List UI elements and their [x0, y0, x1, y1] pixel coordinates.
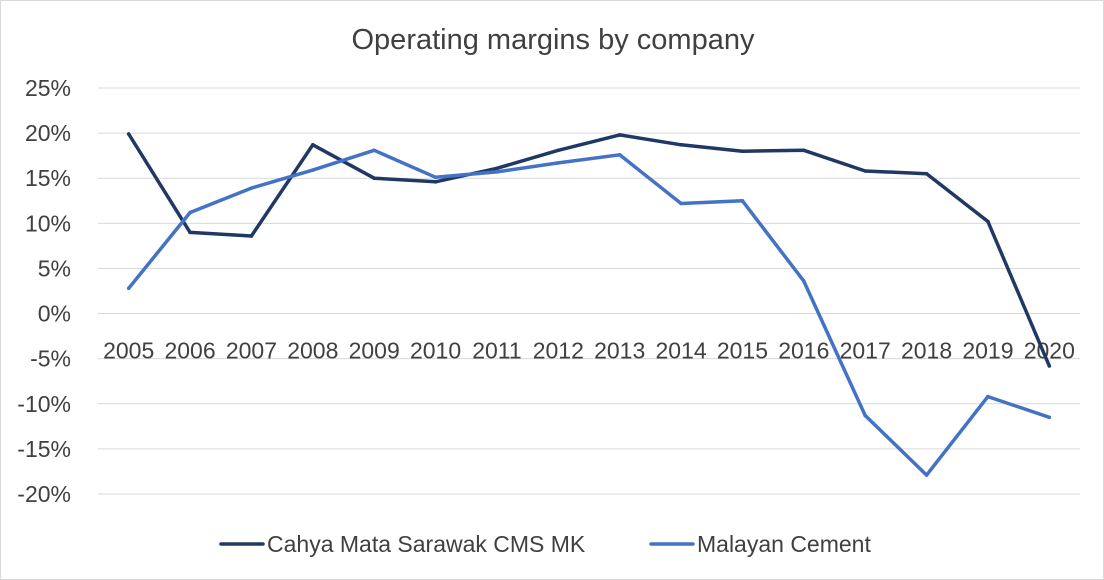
data-point: [679, 143, 683, 147]
x-axis-ticks: 2005 2006 2007 2008 2009 2010 2011 2012 2013 2014…: [103, 338, 1075, 364]
legend: Cahya Mata Sarawak CMS MK Malayan Cement: [219, 531, 871, 557]
y-axis-ticks: 25% 20% 15% 10% 5% 0% -5% -10% -15% -20%: [17, 75, 71, 507]
data-point: [617, 133, 622, 137]
data-point: [311, 168, 315, 172]
y-tick-label: -15%: [17, 436, 71, 462]
data-point: [617, 152, 622, 157]
data-point: [495, 166, 499, 171]
x-tick-label: 2010: [410, 338, 461, 364]
series-lines: [126, 132, 1052, 477]
x-tick-label: 2006: [164, 338, 215, 364]
y-tick-label: 10%: [25, 210, 71, 236]
data-point: [188, 230, 192, 235]
x-tick-label: 2014: [655, 338, 706, 364]
x-tick-label: 2015: [717, 338, 768, 364]
x-tick-label: 2008: [287, 338, 338, 364]
x-tick-label: 2013: [594, 338, 645, 364]
data-point: [126, 132, 131, 136]
y-tick-label: 25%: [25, 75, 71, 101]
series-line-2: [126, 148, 1052, 477]
y-tick-label: -10%: [17, 391, 71, 417]
data-point: [249, 234, 254, 238]
x-tick-label: 2018: [901, 338, 952, 364]
y-tick-label: 20%: [25, 120, 71, 146]
data-point: [863, 169, 867, 173]
data-point: [740, 198, 745, 203]
data-point: [433, 180, 438, 184]
x-tick-label: 2019: [962, 338, 1013, 364]
x-tick-label: 2011: [472, 338, 521, 364]
y-tick-label: 5%: [38, 255, 71, 281]
data-point: [740, 149, 745, 153]
data-point: [311, 143, 315, 147]
data-point: [556, 161, 561, 165]
x-tick-label: 2005: [103, 338, 154, 364]
y-tick-label: 0%: [38, 301, 71, 327]
data-point: [863, 413, 867, 418]
legend-label: Cahya Mata Sarawak CMS MK: [267, 531, 586, 557]
y-tick-label: -20%: [17, 481, 71, 507]
data-point: [556, 148, 561, 153]
x-tick-label: 2017: [840, 338, 891, 364]
x-tick-label: 2012: [533, 338, 584, 364]
data-point: [126, 286, 131, 291]
data-point: [188, 210, 192, 215]
data-point: [802, 148, 806, 153]
x-tick-label: 2007: [226, 338, 277, 364]
data-point: [802, 279, 806, 283]
data-point: [924, 171, 929, 176]
x-tick-label: 2016: [778, 338, 829, 364]
data-point: [1047, 364, 1052, 368]
x-tick-label: 2020: [1024, 338, 1075, 364]
x-tick-label: 2009: [349, 338, 400, 364]
data-point: [372, 148, 376, 153]
data-point: [679, 201, 683, 206]
series-line-1: [126, 132, 1052, 368]
y-tick-label: 15%: [25, 165, 71, 191]
legend-label: Malayan Cement: [697, 531, 871, 557]
y-tick-label: -5%: [30, 346, 71, 372]
data-point: [1047, 415, 1052, 420]
data-point: [433, 175, 438, 180]
gridlines: [98, 87, 1080, 495]
data-point: [495, 170, 499, 174]
data-point: [986, 219, 990, 224]
data-point: [986, 394, 990, 399]
data-point: [249, 186, 254, 190]
data-point: [372, 176, 376, 181]
chart-title: Operating margins by company: [352, 24, 755, 56]
data-point: [924, 473, 929, 477]
